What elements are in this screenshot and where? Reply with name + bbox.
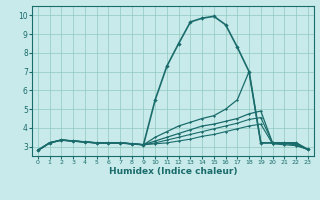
X-axis label: Humidex (Indice chaleur): Humidex (Indice chaleur) <box>108 167 237 176</box>
